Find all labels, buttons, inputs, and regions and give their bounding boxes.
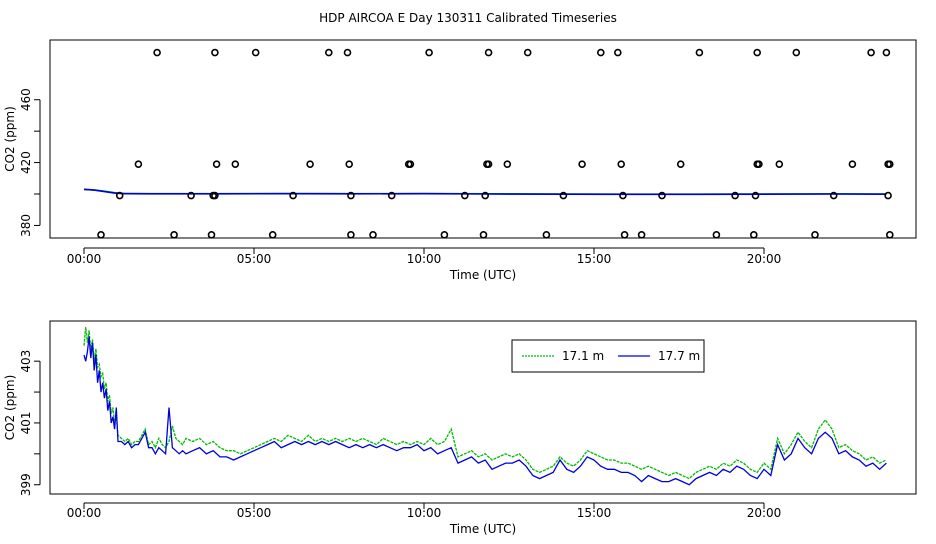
- data-point: [617, 160, 626, 168]
- y-tick-label: 401: [19, 411, 33, 434]
- data-point: [479, 231, 488, 239]
- legend: 17.1 m 17.7 m: [511, 339, 705, 373]
- data-point: [867, 48, 875, 57]
- data-point: [134, 160, 143, 168]
- data-point: [578, 160, 586, 168]
- x-axis-label-bottom: Time (UTC): [449, 522, 516, 536]
- series-group-bottom: [83, 327, 887, 486]
- data-point: [170, 231, 178, 239]
- data-point: [460, 191, 469, 200]
- data-point: [811, 231, 819, 239]
- x-tick-label: 00:00: [67, 506, 102, 520]
- data-point: [406, 160, 415, 168]
- data-point: [731, 191, 739, 200]
- data-point: [542, 231, 551, 239]
- data-point: [324, 48, 333, 57]
- data-point: [885, 231, 894, 239]
- data-point: [251, 48, 260, 57]
- y-tick-label: 420: [19, 151, 33, 174]
- data-point: [306, 160, 314, 168]
- data-point: [268, 231, 277, 239]
- panel-top: 00:00 05:00 10:00 15:00 20:00 380 420 460 Time…: [3, 39, 917, 282]
- x-tick-label: 10:00: [407, 506, 442, 520]
- x-tick-label: 20:00: [747, 506, 782, 520]
- x-tick-label: 20:00: [747, 252, 782, 266]
- y-axis-label-top: CO2 (ppm): [3, 106, 17, 172]
- data-point: [753, 48, 762, 57]
- x-tick-label: 00:00: [67, 252, 102, 266]
- data-point: [231, 160, 240, 168]
- data-point: [712, 231, 721, 239]
- x-tick-label: 15:00: [577, 252, 612, 266]
- data-point: [596, 48, 605, 57]
- data-point: [620, 231, 629, 239]
- data-point: [484, 48, 493, 57]
- data-point: [153, 48, 161, 57]
- data-point: [387, 191, 396, 200]
- data-point: [749, 231, 758, 239]
- plot-frame-top: [49, 39, 917, 239]
- data-point: [676, 160, 685, 168]
- legend-label-17-1m: 17.1 m: [562, 349, 604, 363]
- data-point: [343, 48, 352, 57]
- x-tick-label: 05:00: [237, 506, 272, 520]
- y-tick-label: 380: [19, 214, 33, 237]
- data-point: [755, 160, 763, 168]
- data-point: [884, 191, 892, 200]
- data-point: [211, 48, 219, 57]
- data-point: [613, 48, 622, 57]
- data-point: [289, 191, 297, 200]
- x-tick-label: 05:00: [237, 252, 272, 266]
- y-axis-bottom: 399 401 403: [19, 350, 41, 496]
- plot-frame-bottom: [49, 320, 917, 495]
- data-point: [481, 191, 490, 200]
- data-point: [440, 231, 449, 239]
- y-tick-label: 460: [19, 88, 33, 111]
- data-point: [751, 191, 760, 200]
- data-point: [207, 231, 216, 239]
- data-point: [369, 231, 377, 239]
- data-point: [523, 48, 532, 57]
- data-point: [775, 160, 784, 168]
- x-axis-bottom: 00:00 05:00 10:00 15:00 20:00: [67, 502, 782, 520]
- data-point: [792, 48, 801, 57]
- series-group-top: [83, 188, 887, 196]
- data-point: [347, 231, 355, 239]
- panel-bottom: 00:00 05:00 10:00 15:00 20:00 399 401 403 Time…: [3, 320, 917, 536]
- data-point: [347, 191, 355, 200]
- x-axis-top: 00:00 05:00 10:00 15:00 20:00: [67, 247, 782, 266]
- data-point: [848, 160, 857, 168]
- data-point: [637, 231, 646, 239]
- data-point: [503, 160, 512, 168]
- data-point: [97, 231, 105, 239]
- data-point: [211, 191, 219, 200]
- points-group-top: [97, 48, 894, 239]
- y-tick-label: 399: [19, 473, 33, 496]
- x-axis-label-top: Time (UTC): [449, 268, 516, 282]
- data-point: [484, 160, 493, 168]
- series-line-top-1: [83, 188, 887, 196]
- y-axis-label-bottom: CO2 (ppm): [3, 375, 17, 441]
- chart-title: HDP AIRCOA E Day 130311 Calibrated Times…: [319, 11, 617, 25]
- legend-label-17-7m: 17.7 m: [658, 349, 700, 363]
- data-point: [212, 160, 221, 168]
- data-point: [882, 48, 891, 57]
- data-point: [345, 160, 354, 168]
- data-point: [425, 48, 433, 57]
- data-point: [559, 191, 568, 200]
- data-point: [829, 191, 838, 200]
- x-tick-label: 15:00: [577, 506, 612, 520]
- y-tick-label: 403: [19, 350, 33, 373]
- data-point: [695, 48, 704, 57]
- series-line-17-1-m: [83, 327, 887, 480]
- data-point: [115, 191, 124, 200]
- x-tick-label: 10:00: [407, 252, 442, 266]
- data-point: [187, 191, 195, 200]
- data-point: [658, 191, 666, 200]
- y-axis-top: 380 420 460: [19, 88, 41, 237]
- data-point: [619, 191, 627, 200]
- data-point: [885, 160, 894, 168]
- series-line-17-7-m: [83, 336, 887, 486]
